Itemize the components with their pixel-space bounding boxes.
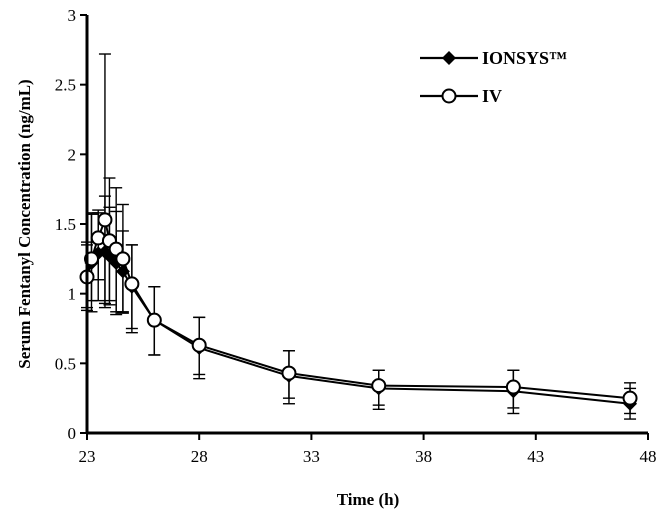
legend-label-ionsys: IONSYS™: [482, 48, 567, 68]
y-tick-label: 0.5: [55, 354, 76, 373]
x-axis-title: Time (h): [337, 490, 400, 509]
y-axis-title: Serum Fentanyl Concentration (ng/mL): [15, 79, 34, 368]
y-tick-label: 0: [68, 424, 77, 443]
circle-point: [371, 378, 387, 394]
legend-item-iv: IV: [420, 86, 502, 106]
axes: [85, 15, 648, 435]
x-tick-label: 43: [527, 447, 544, 466]
x-tick-label: 38: [415, 447, 432, 466]
legend: IONSYS™ IV: [420, 48, 567, 106]
x-tick-label: 48: [640, 447, 657, 466]
x-tick-label: 28: [191, 447, 208, 466]
y-tick-label: 1.5: [55, 215, 76, 234]
circle-point: [505, 379, 521, 395]
y-tick-label: 3: [68, 6, 77, 25]
circle-point: [622, 390, 638, 406]
y-tick-label: 1: [68, 285, 77, 304]
circle-point: [97, 212, 113, 228]
plot-marks: [79, 53, 638, 420]
diamond-point: [115, 264, 130, 279]
legend-label-iv: IV: [482, 86, 502, 106]
markers-iv: [79, 212, 638, 406]
legend-diamond-marker: [442, 51, 456, 65]
axis-ticks: 23 28 33 38 43 48 0 0.5 1 1.5 2 2.5 3: [55, 6, 657, 466]
legend-circle-marker: [441, 88, 457, 104]
circle-point: [191, 337, 207, 353]
circle-point: [146, 312, 162, 328]
x-tick-label: 23: [79, 447, 96, 466]
series-iv: [81, 53, 637, 415]
x-tick-label: 33: [303, 447, 320, 466]
circle-point: [281, 365, 297, 381]
circle-point: [124, 276, 140, 292]
y-tick-label: 2: [68, 145, 77, 164]
circle-point: [115, 251, 131, 267]
series-ionsys: [81, 195, 637, 420]
y-tick-label: 2.5: [55, 76, 76, 95]
series-line: [86, 216, 631, 400]
legend-item-ionsys: IONSYS™: [420, 48, 567, 68]
